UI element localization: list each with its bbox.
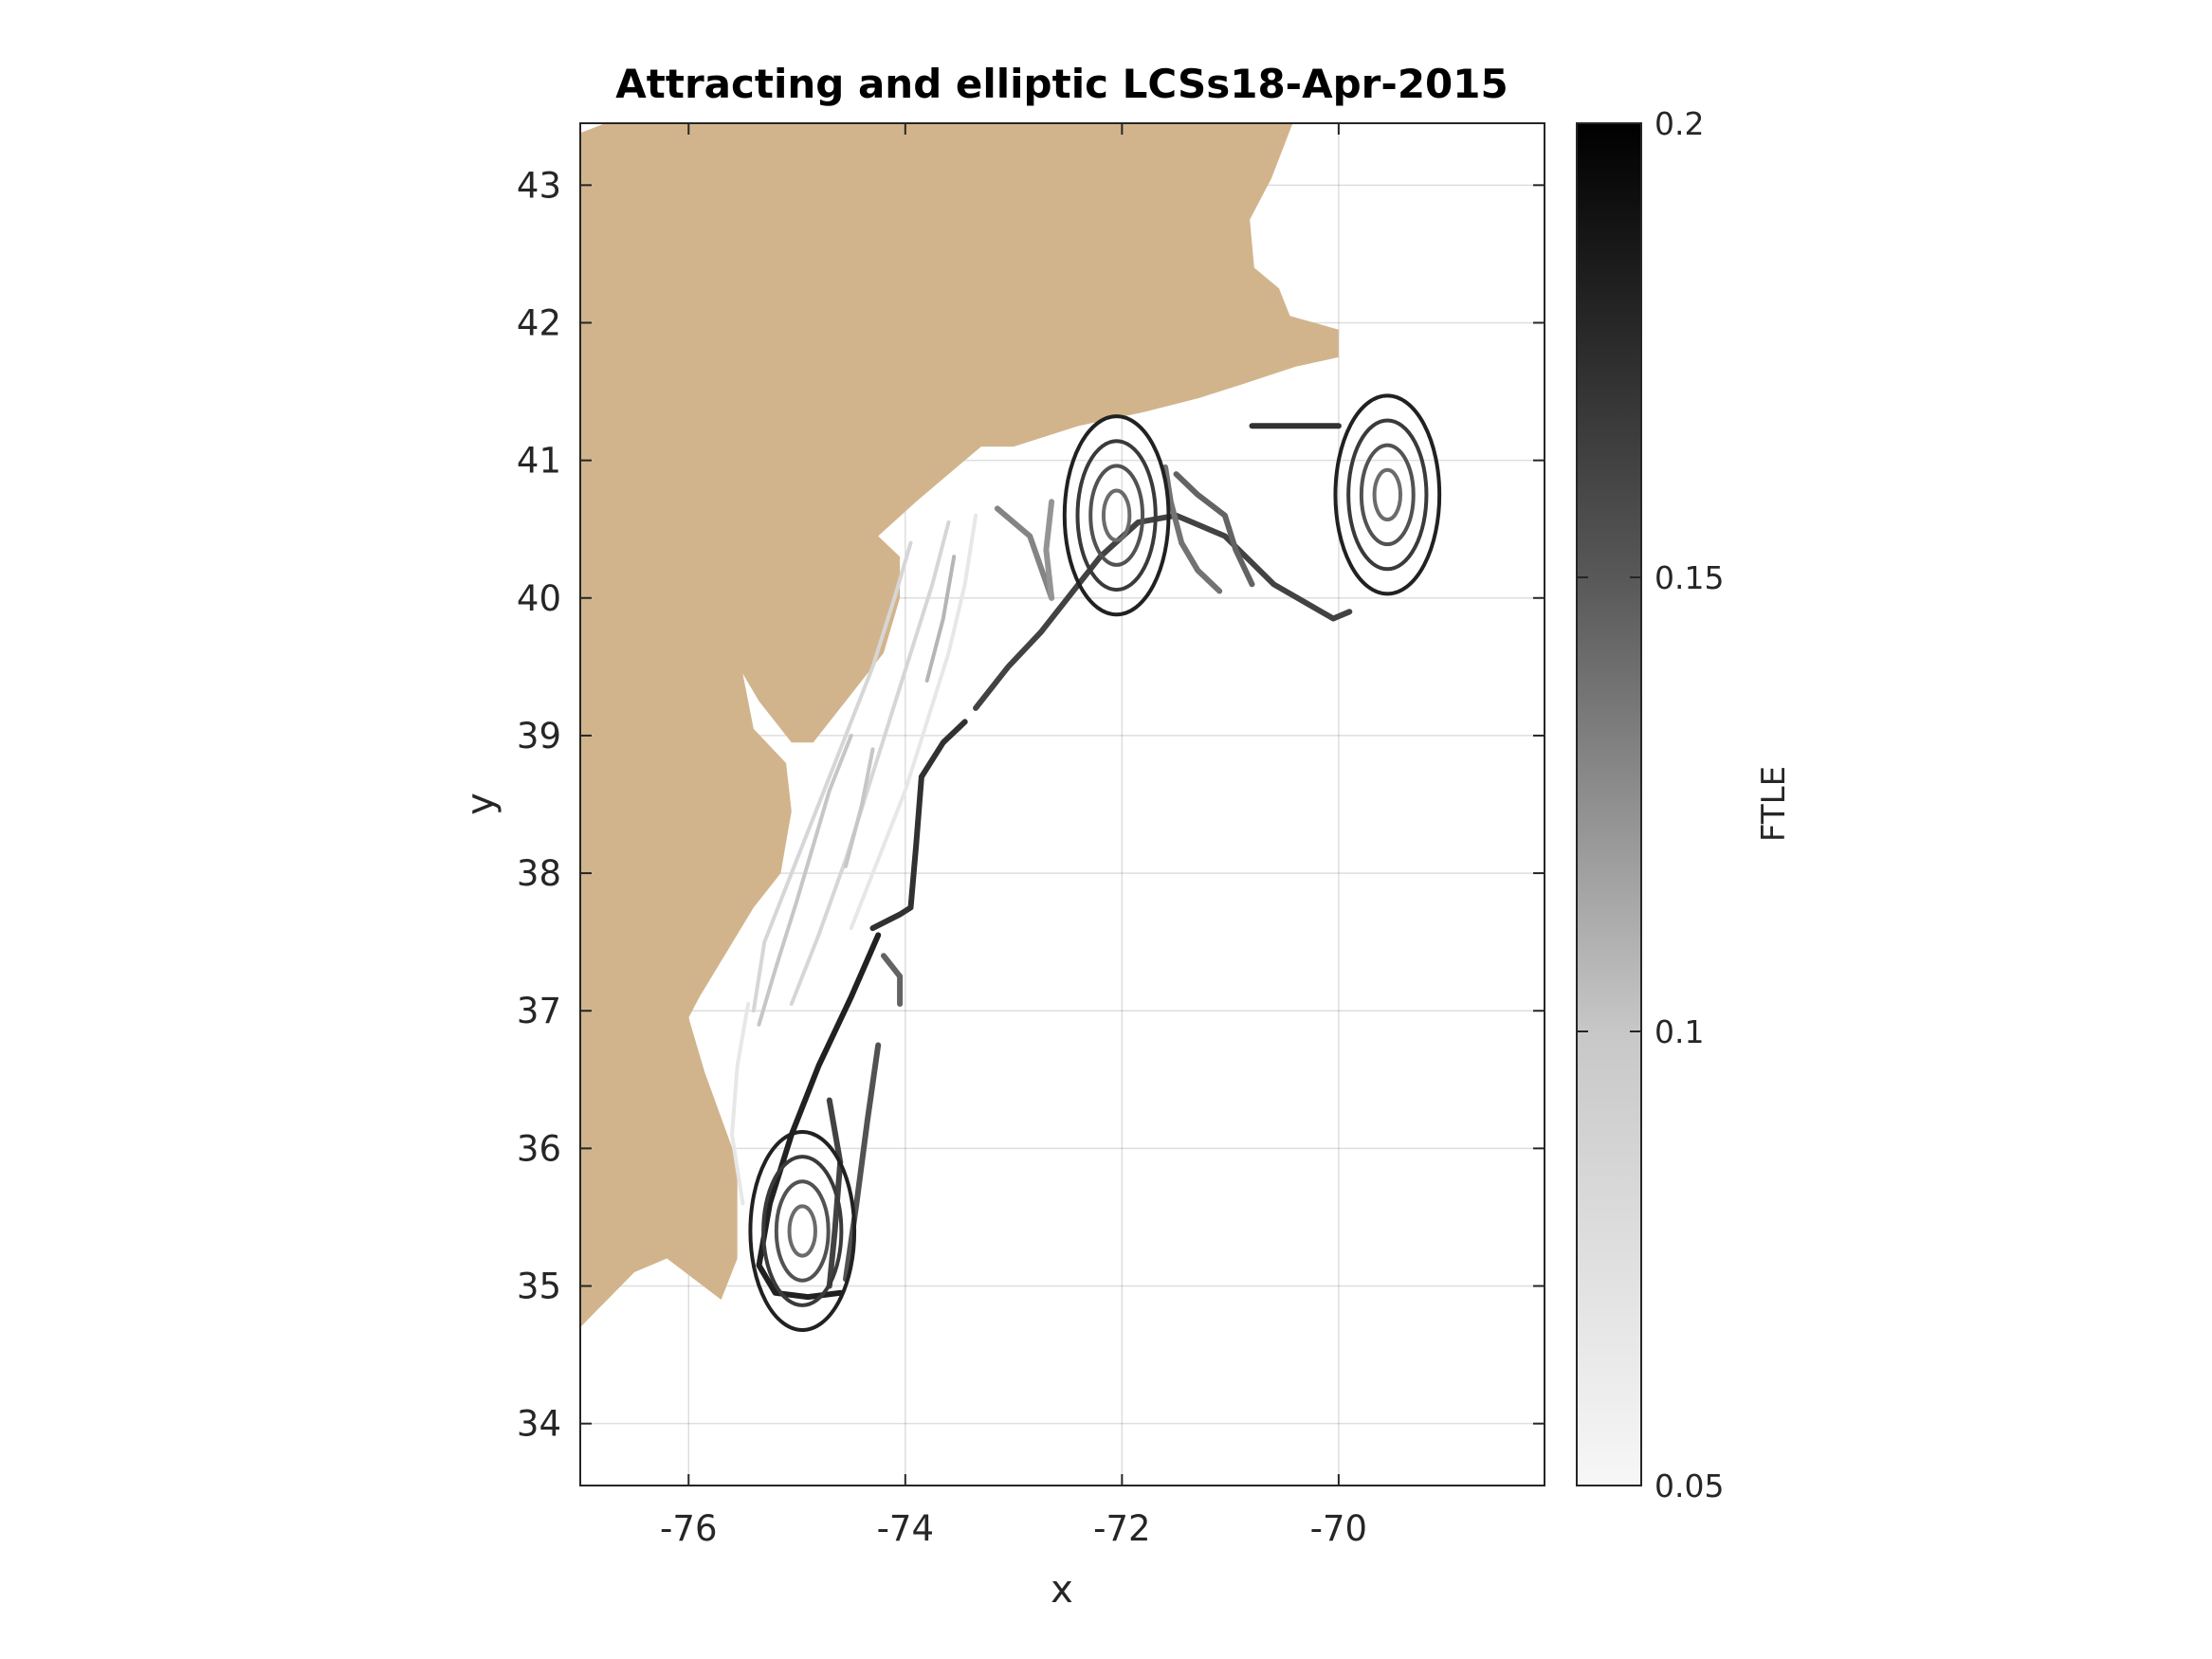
colorbar (1576, 122, 1642, 1486)
attracting-lcs (1173, 471, 1255, 588)
elliptic-lcs (1088, 464, 1145, 567)
y-tick-label: 43 (517, 165, 561, 206)
y-axis-label: y (459, 793, 503, 815)
colorbar-tick-label: 0.1 (1654, 1013, 1704, 1050)
attracting-lcs (973, 512, 1353, 711)
colorbar-tick-label: 0.2 (1654, 105, 1704, 142)
elliptic-lcs (774, 1179, 831, 1283)
elliptic-lcs (1101, 488, 1132, 542)
elliptic-lcs (761, 1155, 844, 1307)
attracting-lcs (844, 747, 875, 868)
y-tick-label: 34 (517, 1404, 561, 1445)
attracting-lcs (756, 932, 882, 1301)
chart-title: Attracting and elliptic LCSs18-Apr-2015 (615, 61, 1508, 107)
colorbar-ticks: 0.05 0.1 0.15 0.2 (1577, 105, 1724, 1504)
lcs-curves (730, 393, 1442, 1332)
attracting-lcs (849, 513, 978, 931)
land-mass (580, 123, 1339, 1328)
attracting-lcs (843, 1042, 882, 1283)
y-tick-label: 41 (517, 441, 561, 482)
elliptic-lcs (1075, 439, 1158, 592)
attracting-lcs (1043, 499, 1055, 601)
y-tick-label: 38 (517, 853, 561, 894)
attracting-lcs (881, 953, 904, 1007)
attracting-lcs (924, 555, 957, 683)
colorbar-tick-label: 0.05 (1654, 1468, 1724, 1504)
x-tick-label: -74 (877, 1508, 934, 1549)
elliptic-lcs (1346, 418, 1429, 572)
x-tick-label: -70 (1310, 1508, 1367, 1549)
attracting-lcs (751, 540, 913, 1013)
elliptic-lcs (1333, 393, 1442, 596)
attracting-lcs (918, 719, 968, 780)
x-tick-label: -76 (660, 1508, 717, 1549)
attracting-lcs (869, 774, 924, 932)
colorbar-tick-label: 0.15 (1654, 559, 1724, 596)
x-tick-label: -72 (1093, 1508, 1150, 1549)
elliptic-lcs (787, 1204, 817, 1258)
axes-box (579, 122, 1545, 1486)
attracting-lcs (1162, 464, 1223, 594)
elliptic-lcs (1359, 443, 1416, 547)
y-tick-label: 40 (517, 578, 561, 619)
elliptic-lcs (748, 1129, 857, 1332)
attracting-lcs (730, 1002, 751, 1206)
y-tick-label: 39 (517, 716, 561, 757)
elliptic-lcs (1372, 467, 1403, 522)
elliptic-lcs (1062, 414, 1171, 617)
y-tick-label: 36 (517, 1128, 561, 1169)
y-tick-label: 35 (517, 1267, 561, 1307)
axis-ticks: -76 -74 -72 -70 34 35 36 37 38 39 40 41 42 43 (517, 123, 1545, 1549)
y-tick-label: 37 (517, 991, 561, 1031)
attracting-lcs (789, 520, 951, 1006)
attracting-lcs (757, 733, 853, 1027)
x-axis-label: x (1051, 1568, 1073, 1612)
attracting-lcs (994, 505, 1055, 601)
colorbar-label: FTLE (1755, 766, 1793, 842)
y-tick-label: 42 (517, 302, 561, 343)
